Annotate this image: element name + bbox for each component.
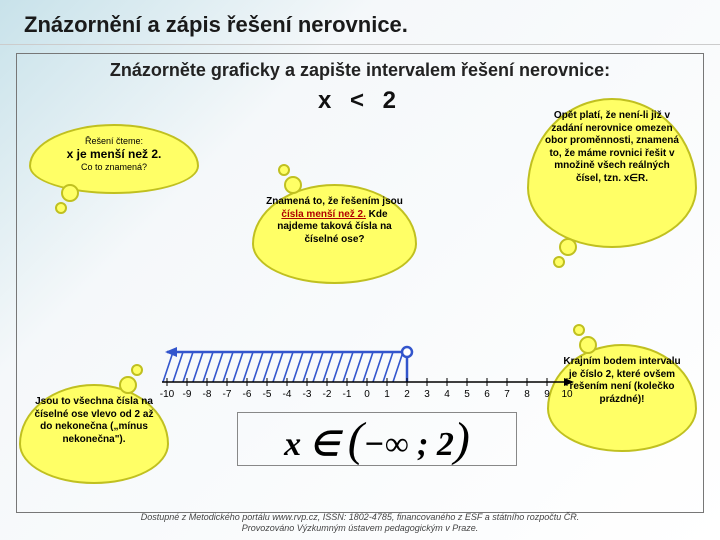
interval-box: x ∈ (−∞ ; 2)	[237, 412, 517, 466]
bubble-meaning-highlight: čísla menší než 2.	[281, 209, 366, 220]
svg-text:-2: -2	[323, 389, 332, 400]
svg-text:-5: -5	[263, 389, 272, 400]
svg-text:3: 3	[424, 389, 430, 400]
svg-text:-3: -3	[303, 389, 312, 400]
interval-text: x ∈ (−∞ ; 2)	[284, 412, 470, 467]
bubble-meaning: Znamená to, že řešením jsou čísla menší …	[252, 184, 417, 284]
interval-close: )	[454, 413, 470, 466]
svg-text:10: 10	[561, 389, 573, 400]
footer-line2: Provozováno Výzkumným ústavem pedagogick…	[60, 523, 660, 534]
svg-text:0: 0	[364, 389, 370, 400]
svg-text:-10: -10	[160, 389, 175, 400]
svg-text:-4: -4	[283, 389, 292, 400]
number-line: -10-9-8-7-6-5-4-3-2-1012345678910	[157, 334, 577, 404]
bubble-domain: Opět platí, že není-li již v zadání nero…	[527, 98, 697, 248]
bubble-meaning-pre: Znamená to, že řešením jsou	[266, 196, 403, 207]
bubble-reading-line3: Co to znamená?	[43, 162, 185, 173]
svg-text:2: 2	[404, 389, 410, 400]
interval-sep: ;	[409, 426, 437, 463]
bubble-reading-line2: x je menší než 2.	[43, 147, 185, 162]
subtitle: Znázorněte graficky a zapište intervalem…	[25, 60, 695, 81]
bubble-reading-line1: Řešení čteme:	[43, 136, 185, 147]
svg-text:4: 4	[444, 389, 450, 400]
interval-left: −∞	[364, 426, 409, 463]
svg-text:-1: -1	[343, 389, 352, 400]
bubble-negative-inf: Jsou to všechna čísla na číselné ose vle…	[19, 384, 169, 484]
svg-text:6: 6	[484, 389, 490, 400]
svg-text:-6: -6	[243, 389, 252, 400]
svg-text:9: 9	[544, 389, 550, 400]
svg-text:-7: -7	[223, 389, 232, 400]
interval-right: 2	[437, 426, 454, 463]
interval-open: (	[348, 413, 364, 466]
svg-text:-8: -8	[203, 389, 212, 400]
svg-text:5: 5	[464, 389, 470, 400]
svg-text:7: 7	[504, 389, 510, 400]
number-line-svg: -10-9-8-7-6-5-4-3-2-1012345678910	[157, 334, 577, 404]
page-title: Znázornění a zápis řešení nerovnice.	[0, 0, 720, 45]
svg-text:8: 8	[524, 389, 530, 400]
footer: Dostupné z Metodického portálu www.rvp.c…	[0, 512, 720, 534]
interval-prefix: x ∈	[284, 426, 348, 463]
bubble-reading: Řešení čteme: x je menší než 2. Co to zn…	[29, 124, 199, 194]
content-frame: Znázorněte graficky a zapište intervalem…	[16, 53, 704, 513]
svg-text:1: 1	[384, 389, 390, 400]
svg-text:-9: -9	[183, 389, 192, 400]
footer-line1: Dostupné z Metodického portálu www.rvp.c…	[60, 512, 660, 523]
